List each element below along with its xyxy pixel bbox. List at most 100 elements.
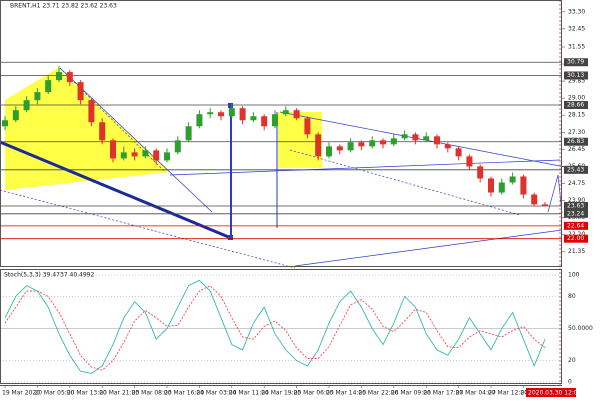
candle-body: [196, 114, 203, 127]
candle-body: [520, 176, 527, 195]
stoch-line: [4, 285, 546, 371]
candle-body: [66, 72, 73, 83]
rectangle-pattern: [278, 112, 322, 168]
y-tick-label: 20: [568, 357, 576, 364]
candle-body: [56, 72, 62, 81]
level-label-box: [564, 165, 588, 174]
candle-body: [455, 148, 462, 157]
trend-line: [294, 229, 563, 267]
x-tick-label: 27 Mar 12:00: [488, 390, 528, 397]
level-label-box: [564, 58, 588, 67]
candle-body: [77, 82, 84, 101]
candle-body: [2, 120, 8, 127]
candle-body: [120, 152, 127, 159]
x-tick-label: 24 Mar 03:00: [196, 390, 236, 397]
y-tick-label: 80: [568, 293, 576, 300]
candle-body: [412, 134, 419, 141]
candle-body: [369, 140, 376, 147]
candle-body: [142, 150, 149, 157]
triangle-pattern: [5, 68, 170, 190]
candle-body: [207, 112, 214, 115]
level-label-box: [564, 137, 588, 146]
y-tick-label: 31.55: [568, 43, 585, 50]
trend-line: [0, 140, 232, 240]
candle-body: [272, 114, 278, 127]
y-tick-label: 32.45: [568, 25, 585, 32]
stoch-frame: [0, 269, 562, 384]
y-tick-label: 33.30: [568, 8, 585, 15]
level-label-box: [564, 71, 588, 80]
candle-body: [12, 110, 19, 121]
candle-body: [434, 136, 440, 145]
x-tick-label: 25 Mar 06:00: [294, 390, 334, 397]
candle-body: [444, 144, 451, 149]
level-label-box: [564, 221, 588, 230]
y-tick-label: 50.0000: [568, 325, 593, 332]
candle-body: [218, 112, 224, 117]
candle-body: [99, 122, 106, 141]
stoch-line: [4, 279, 546, 374]
candle-body: [336, 146, 343, 151]
y-tick-label: 100: [568, 272, 580, 279]
candle-body: [304, 118, 311, 135]
candle-body: [315, 134, 322, 157]
y-tick-label: 24.75: [568, 180, 585, 187]
y-tick-label: 29.85: [568, 78, 585, 85]
x-tick-label: 26 Mar 09:00: [391, 390, 431, 397]
candle-body: [477, 166, 484, 179]
y-tick-label: 26.45: [568, 146, 585, 153]
x-tick-label: 24 Mar 19:00: [261, 390, 301, 397]
forecast-line: [547, 174, 563, 214]
candle-body: [88, 100, 95, 123]
level-label: 30.13: [567, 72, 584, 79]
candle-body: [282, 110, 289, 115]
candle-body: [153, 150, 160, 161]
level-label: 22.64: [567, 222, 584, 229]
x-tick-label: 19 Mar 2020: [2, 390, 40, 397]
level-label: 30.79: [567, 59, 584, 66]
candle-body: [164, 152, 170, 161]
y-tick-label: 29.00: [568, 95, 585, 102]
level-label: 23.24: [567, 210, 584, 217]
level-label-box: [564, 100, 588, 109]
candle-body: [293, 110, 300, 119]
level-label-box: [564, 209, 588, 218]
y-tick-label: 23.90: [568, 197, 585, 204]
trend-line: [59, 67, 166, 173]
candle-body: [498, 182, 505, 193]
candle-body: [358, 142, 365, 147]
candle-body: [174, 140, 181, 153]
x-tick-label: 25 Mar 14:00: [326, 390, 366, 397]
candle-body: [423, 136, 430, 141]
y-tick-label: 21.35: [568, 248, 585, 255]
candle-body: [23, 100, 30, 111]
y-tick-label: 28.15: [568, 112, 585, 119]
candle-body: [185, 126, 192, 141]
candle-body: [326, 146, 332, 157]
trend-line: [0, 189, 296, 269]
marks: [2, 66, 548, 374]
candle-body: [110, 140, 116, 159]
level-label: 23.63: [567, 202, 584, 209]
level-label-box: [564, 234, 588, 243]
candle-body: [131, 152, 138, 157]
marker: [228, 103, 233, 108]
candle-body: [228, 108, 235, 117]
x-tick-label: 27 Mar 04:00: [456, 390, 496, 397]
candle-body: [390, 138, 397, 145]
cursor-time-box: [526, 388, 576, 397]
candle-body: [34, 92, 41, 101]
y-tick-label: 22.20: [568, 231, 585, 238]
x-tick-label: 20 Mar 05:00: [34, 390, 74, 397]
cursor-time: 2020.03.30 12:00: [528, 390, 582, 397]
candle-body: [347, 142, 354, 151]
x-tick-label: 24 Mar 11:00: [229, 390, 269, 397]
stoch-title: Stoch(5,3,3) 39.4737 40.4992: [4, 272, 95, 279]
trend-line: [59, 67, 213, 213]
x-tick-label: 26 Mar 17:00: [423, 390, 463, 397]
level-label: 28.66: [567, 101, 584, 108]
y-tick-label: 27.30: [568, 129, 585, 136]
x-tick-label: 23 Mar 08:00: [132, 390, 172, 397]
candle-body: [542, 204, 548, 206]
